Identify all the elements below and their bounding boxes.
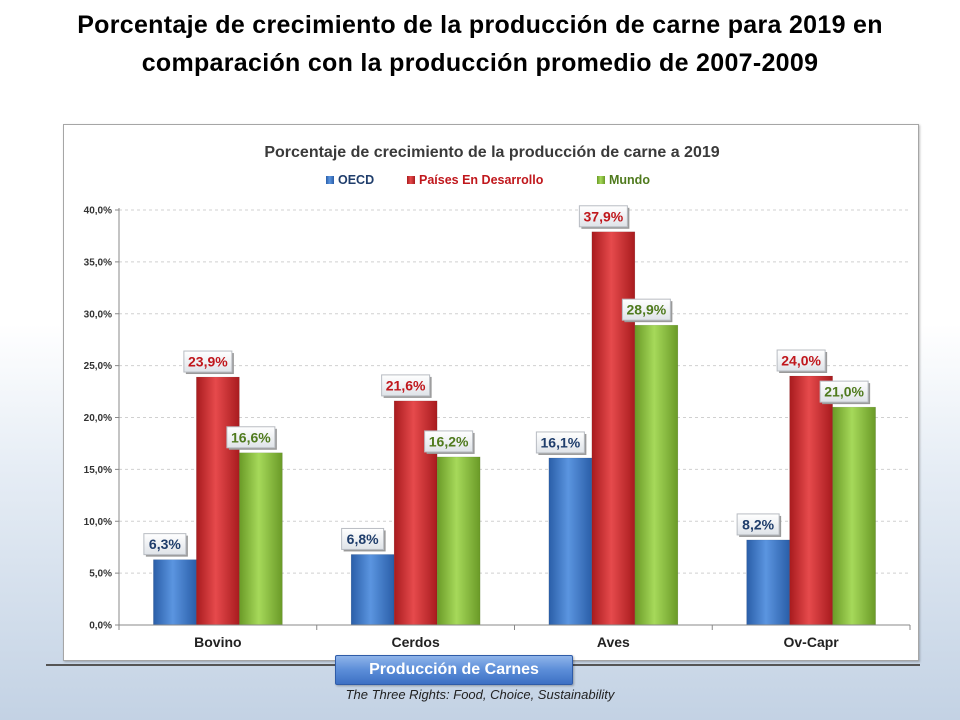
legend-label: Mundo bbox=[609, 173, 650, 187]
data-label-box bbox=[621, 298, 671, 321]
y-tick-label: 0,0% bbox=[89, 621, 112, 632]
legend-label: OECD bbox=[338, 173, 374, 187]
x-tick-label: Aves bbox=[597, 634, 630, 650]
data-label-box bbox=[819, 380, 869, 403]
data-label-text: 28,9% bbox=[627, 302, 667, 318]
data-label-box bbox=[535, 431, 585, 454]
legend-swatch bbox=[597, 176, 605, 184]
legend-item: OECD bbox=[326, 173, 374, 187]
data-label-box bbox=[736, 513, 780, 536]
bar bbox=[239, 452, 283, 626]
legend-item: Mundo bbox=[597, 173, 650, 187]
data-label: 37,9% bbox=[578, 205, 630, 229]
x-tick-label: Bovino bbox=[194, 634, 241, 650]
bar bbox=[350, 554, 395, 626]
y-axis: 0,0% 5,0% 10,0% 15,0% 20,0% 25,0% 30,0% 35,0% 40… bbox=[84, 206, 120, 632]
data-label-box bbox=[578, 205, 628, 228]
legend-label: Países En Desarrollo bbox=[419, 173, 544, 187]
y-tick-label: 30,0% bbox=[84, 309, 112, 320]
data-label: 6,3% bbox=[143, 533, 188, 557]
data-label-text: 37,9% bbox=[584, 208, 624, 224]
legend-swatch bbox=[326, 176, 334, 184]
bar bbox=[153, 559, 197, 626]
legend-swatch bbox=[407, 176, 415, 184]
bars: 6,3% 23,9% 16,6% 6,8% 21,6% 16,2% 16,1% 37,9% 28… bbox=[143, 205, 876, 626]
x-tick-label: Ov-Capr bbox=[784, 634, 840, 650]
bar bbox=[789, 375, 833, 626]
data-label-box bbox=[226, 426, 276, 449]
data-label: 16,6% bbox=[226, 426, 277, 450]
legend-item: Países En Desarrollo bbox=[407, 173, 544, 187]
data-label-text: 24,0% bbox=[781, 353, 821, 369]
data-label: 8,2% bbox=[736, 513, 782, 537]
footer-caption: The Three Rights: Food, Choice, Sustaina… bbox=[345, 687, 615, 702]
data-label-text: 8,2% bbox=[742, 516, 774, 532]
data-label: 6,8% bbox=[341, 527, 386, 552]
data-label: 23,9% bbox=[183, 350, 234, 375]
data-label-box bbox=[424, 430, 474, 453]
data-label-text: 21,0% bbox=[824, 384, 864, 400]
data-label: 21,6% bbox=[381, 374, 432, 398]
data-label-text: 6,8% bbox=[347, 531, 379, 547]
data-label-box bbox=[183, 350, 233, 373]
y-tick-label: 5,0% bbox=[89, 569, 112, 580]
x-tick-label: Cerdos bbox=[392, 634, 440, 650]
bar bbox=[548, 457, 593, 626]
data-label-text: 16,6% bbox=[231, 429, 271, 445]
data-label-text: 21,6% bbox=[386, 377, 426, 393]
y-tick-label: 10,0% bbox=[84, 517, 112, 528]
y-tick-label: 40,0% bbox=[84, 206, 112, 217]
bar bbox=[591, 231, 636, 626]
produccion-de-carnes-button[interactable]: Producción de Carnes bbox=[335, 655, 573, 685]
chart-title: Porcentaje de crecimiento de la producci… bbox=[264, 144, 719, 161]
data-label-text: 6,3% bbox=[149, 536, 181, 552]
chart-frame: Porcentaje de crecimiento de la producci… bbox=[63, 124, 919, 661]
bar-chart: Porcentaje de crecimiento de la producci… bbox=[84, 144, 911, 650]
data-label-box bbox=[381, 374, 431, 397]
data-label-box bbox=[341, 527, 385, 550]
data-label: 28,9% bbox=[621, 298, 673, 323]
data-label: 16,1% bbox=[535, 431, 587, 455]
data-label-box bbox=[776, 349, 826, 372]
bar bbox=[436, 456, 481, 626]
data-label: 16,2% bbox=[424, 430, 475, 454]
bar bbox=[634, 324, 679, 626]
slide-title: Porcentaje de crecimiento de la producci… bbox=[77, 11, 883, 77]
y-tick-label: 15,0% bbox=[84, 465, 112, 476]
y-tick-label: 35,0% bbox=[84, 257, 112, 268]
bar bbox=[196, 376, 240, 626]
data-label-text: 16,2% bbox=[429, 433, 469, 449]
x-axis: Bovino Cerdos Aves Ov-Capr bbox=[118, 624, 911, 650]
data-label-box bbox=[143, 533, 187, 556]
data-label-text: 23,9% bbox=[188, 354, 228, 370]
legend: OECD Países En Desarrollo Mundo bbox=[326, 173, 650, 187]
bar bbox=[746, 539, 790, 626]
bar bbox=[832, 406, 876, 626]
y-tick-label: 20,0% bbox=[84, 413, 112, 424]
data-label-text: 16,1% bbox=[541, 434, 581, 450]
y-tick-label: 25,0% bbox=[84, 361, 112, 372]
data-label: 21,0% bbox=[819, 380, 871, 405]
data-label: 24,0% bbox=[776, 349, 828, 373]
